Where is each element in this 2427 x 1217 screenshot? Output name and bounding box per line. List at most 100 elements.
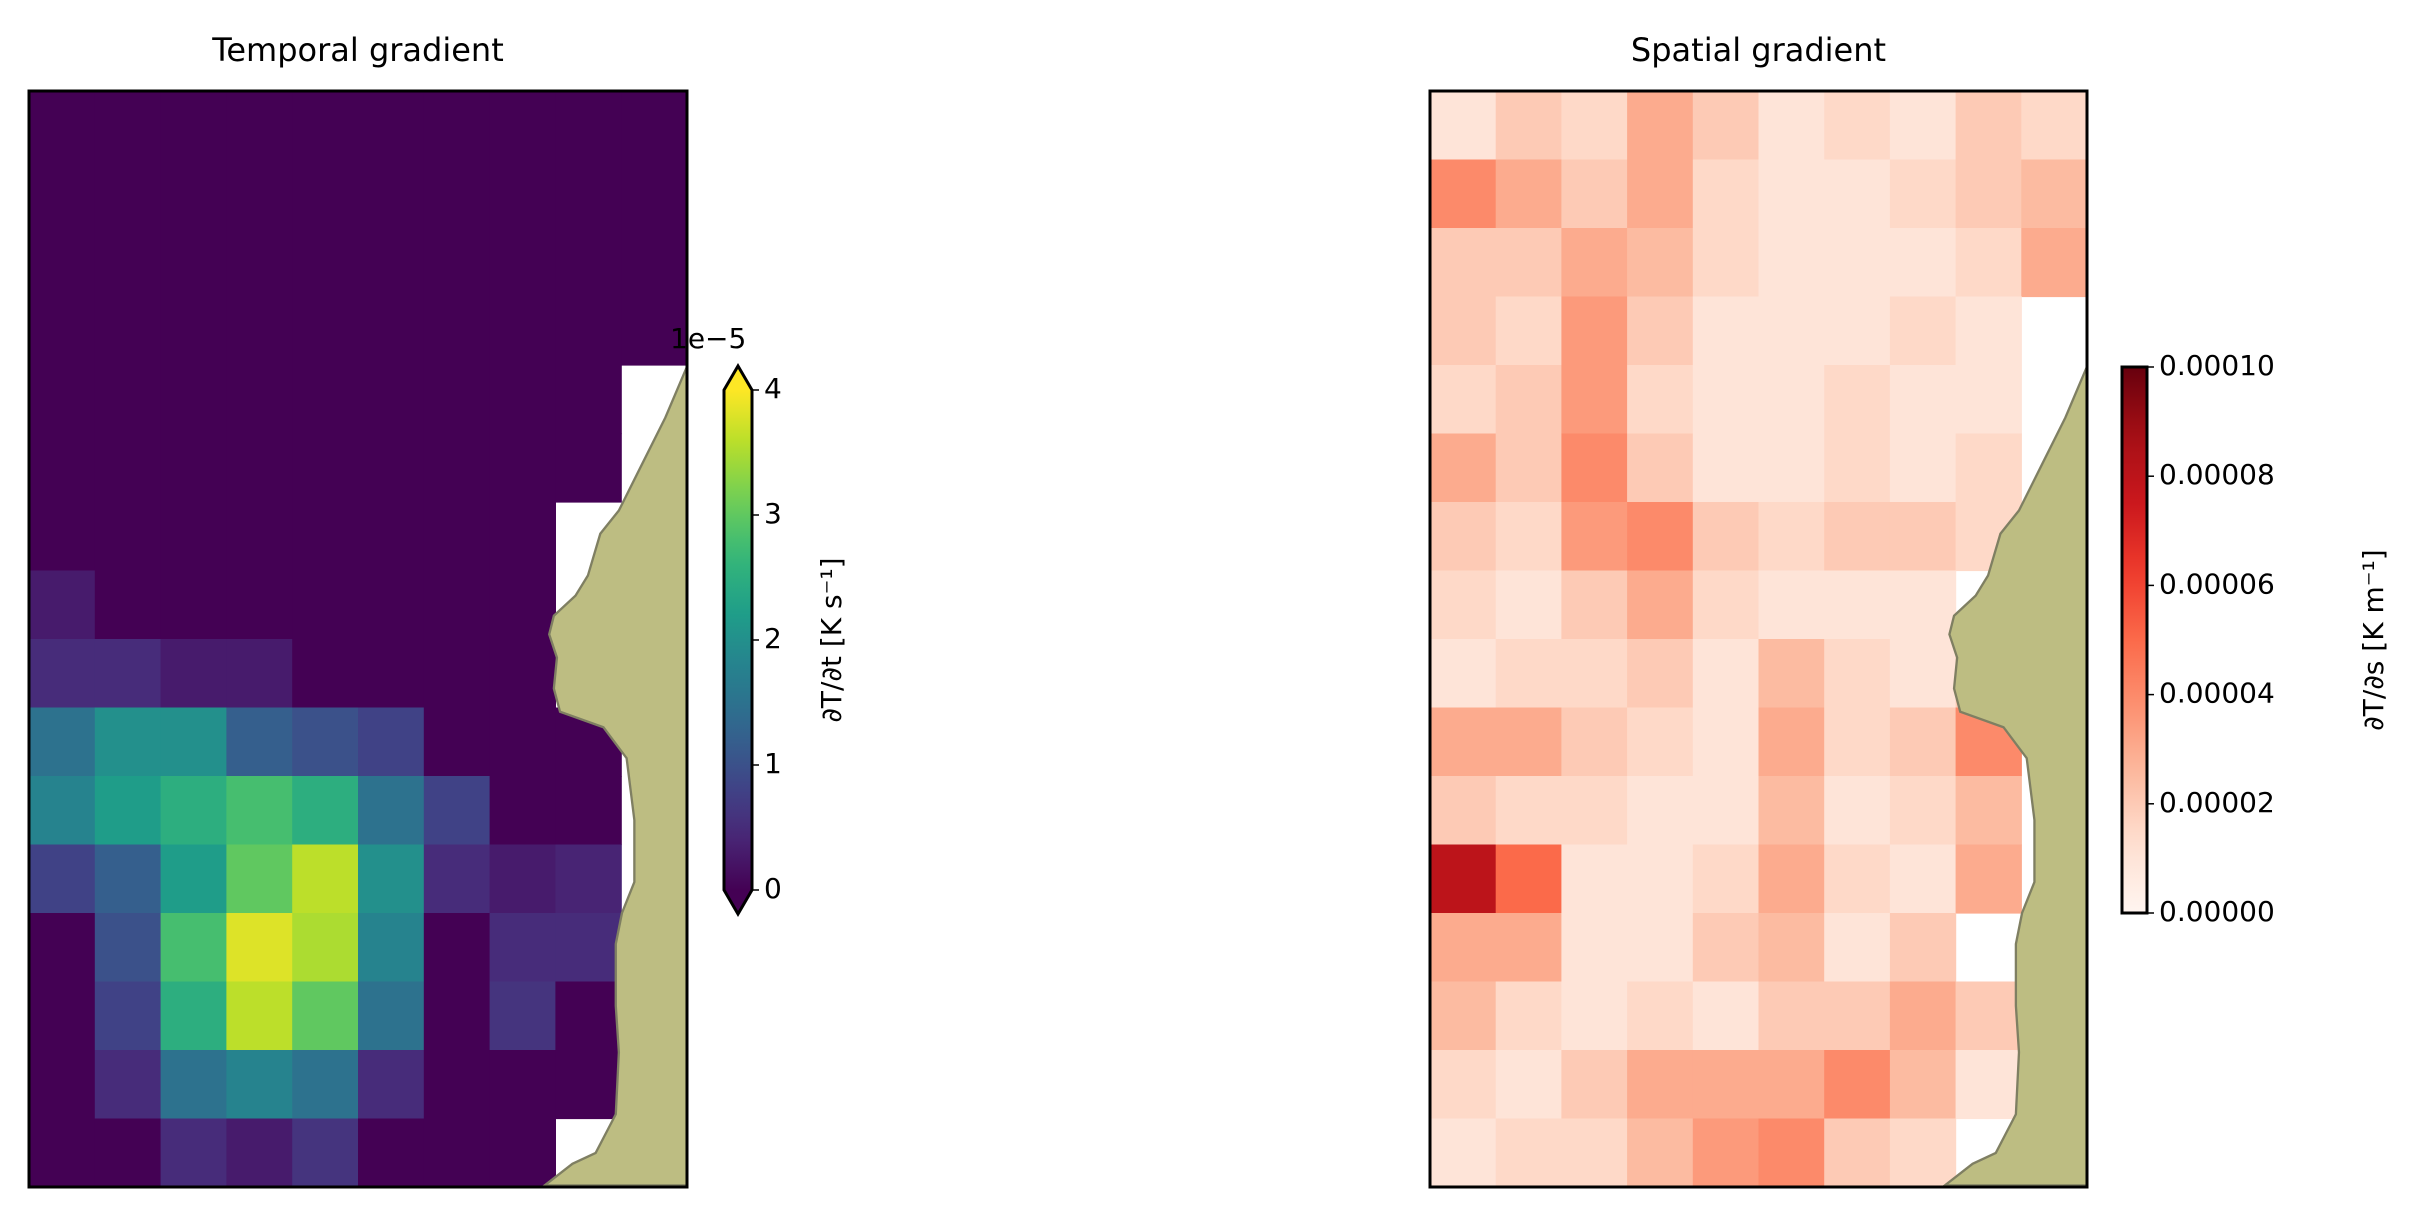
- colorbar-label: ∂T/∂s [K m⁻¹]: [2357, 549, 2390, 730]
- heatmap-cell: [1824, 159, 1891, 229]
- heatmap-cell: [1889, 570, 1957, 640]
- heatmap-cell: [1758, 228, 1825, 298]
- heatmap-cell: [1955, 296, 2022, 366]
- heatmap-cell: [292, 844, 359, 914]
- heatmap-cell: [1561, 570, 1628, 640]
- heatmap-cell: [1561, 228, 1628, 298]
- heatmap-cell: [292, 776, 359, 846]
- heatmap-cell: [94, 159, 162, 229]
- heatmap-cell: [1561, 1050, 1628, 1120]
- panel-frame: [27, 89, 689, 1189]
- heatmap-cell: [1692, 502, 1760, 572]
- heatmap-cell: [1758, 639, 1825, 709]
- heatmap-cell: [1627, 502, 1694, 572]
- heatmap-cell: [292, 365, 359, 435]
- heatmap-cell: [94, 981, 162, 1051]
- heatmap-cell: [160, 844, 227, 914]
- heatmap-cell: [358, 639, 425, 709]
- heatmap-cell: [94, 639, 162, 709]
- heatmap-cell: [160, 159, 227, 229]
- heatmap-cell: [358, 365, 425, 435]
- heatmap-cell: [1561, 913, 1628, 983]
- heatmap-cell: [29, 502, 96, 572]
- heatmap-cell: [1430, 1118, 1497, 1188]
- heatmap-cell: [1889, 159, 1957, 229]
- heatmap-cell: [1561, 433, 1628, 503]
- panel-title: Temporal gradient: [211, 31, 503, 69]
- heatmap-cell: [1495, 296, 1562, 366]
- heatmap-cell: [555, 365, 622, 435]
- heatmap-cell: [1692, 228, 1760, 298]
- heatmap-cell: [1495, 1118, 1562, 1188]
- heatmap-cell: [555, 913, 622, 983]
- heatmap-cell: [292, 1050, 359, 1120]
- heatmap-cell: [2021, 228, 2088, 298]
- heatmap-cell: [1824, 776, 1891, 846]
- heatmap-cell: [1692, 159, 1760, 229]
- heatmap-cell: [1889, 433, 1957, 503]
- heatmap-cell: [1889, 913, 1957, 983]
- heatmap-cell: [226, 570, 293, 640]
- heatmap-cell: [423, 707, 491, 777]
- heatmap-cell: [555, 159, 622, 229]
- heatmap-cell: [160, 1118, 227, 1188]
- heatmap-cell: [160, 570, 227, 640]
- heatmap-cell: [292, 228, 359, 298]
- heatmap-cell: [358, 433, 425, 503]
- heatmap-cell: [489, 365, 556, 435]
- heatmap-cell: [1627, 844, 1694, 914]
- heatmap-cell: [29, 570, 96, 640]
- heatmap-cell: [292, 639, 359, 709]
- heatmap-cell: [1758, 844, 1825, 914]
- heatmap-cell: [489, 1050, 556, 1120]
- heatmap-cell: [1955, 159, 2022, 229]
- heatmap-cell: [423, 776, 491, 846]
- heatmap-cell: [1627, 228, 1694, 298]
- heatmap-cell: [358, 502, 425, 572]
- heatmap-cell: [1627, 365, 1694, 435]
- heatmap-cell: [1692, 707, 1760, 777]
- heatmap-cell: [1824, 981, 1891, 1051]
- heatmap-cell: [358, 844, 425, 914]
- heatmap-cell: [226, 1050, 293, 1120]
- heatmap-cell: [94, 1118, 162, 1188]
- heatmap-cell: [1561, 707, 1628, 777]
- heatmap-cell: [1495, 570, 1562, 640]
- heatmap-cell: [1692, 776, 1760, 846]
- heatmap-cell: [358, 1118, 425, 1188]
- heatmap-cell: [1495, 91, 1562, 161]
- heatmap-cell: [226, 502, 293, 572]
- heatmap-cell: [29, 844, 96, 914]
- heatmap-cell: [621, 296, 688, 366]
- heatmap-cell: [358, 91, 425, 161]
- heatmap-cell: [1495, 981, 1562, 1051]
- heatmap-cell: [94, 502, 162, 572]
- heatmap-cell: [423, 1050, 491, 1120]
- heatmap-cell: [160, 707, 227, 777]
- heatmap-cell: [160, 296, 227, 366]
- colorbar-tick-label: 1: [764, 747, 782, 780]
- heatmap-cell: [1955, 1050, 2022, 1120]
- heatmap-cell: [555, 228, 622, 298]
- heatmap-cell: [292, 707, 359, 777]
- heatmap-cell: [1889, 639, 1957, 709]
- heatmap-cell: [1889, 776, 1957, 846]
- heatmap-cell: [1889, 707, 1957, 777]
- heatmap-cell: [226, 776, 293, 846]
- heatmap-cell: [160, 433, 227, 503]
- heatmap-cell: [1692, 913, 1760, 983]
- heatmap-cell: [423, 1118, 491, 1188]
- heatmap-cell: [160, 639, 227, 709]
- heatmap-cell: [1692, 433, 1760, 503]
- heatmap-cell: [1692, 1050, 1760, 1120]
- heatmap-cell: [621, 228, 688, 298]
- heatmap-cell: [1495, 228, 1562, 298]
- panel-frame: [1428, 89, 2089, 1189]
- colorbar-extend-min: [724, 890, 752, 914]
- heatmap-cell: [1430, 981, 1497, 1051]
- heatmap-cell: [1955, 844, 2022, 914]
- heatmap-cell: [1692, 296, 1760, 366]
- heatmap-cell: [1955, 91, 2022, 161]
- colorbar-tick-label: 3: [764, 497, 782, 530]
